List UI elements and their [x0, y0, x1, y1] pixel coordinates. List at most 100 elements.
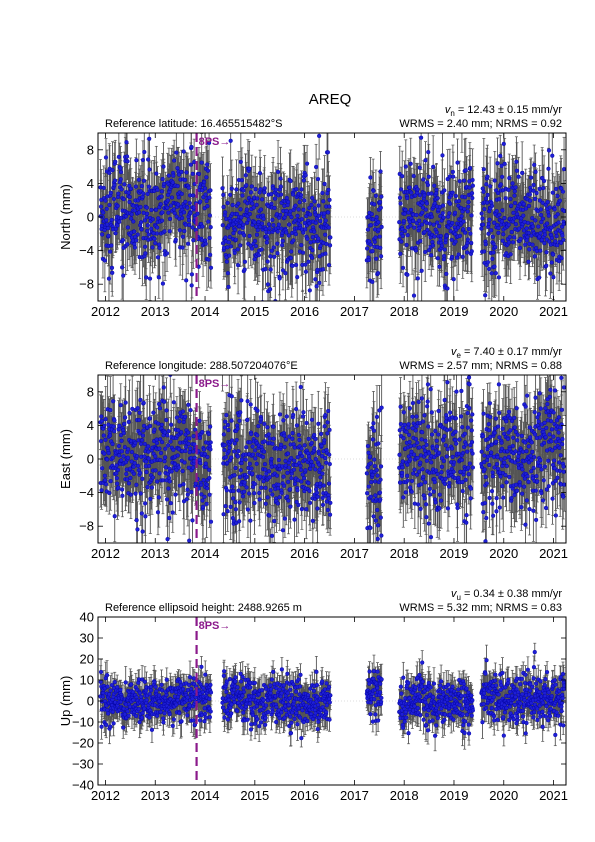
data-point: [147, 167, 152, 172]
data-point: [271, 223, 276, 228]
data-point: [104, 218, 109, 223]
data-point: [182, 228, 187, 234]
data-point: [138, 220, 144, 225]
data-point: [183, 177, 188, 183]
data-point: [146, 232, 151, 237]
data-point: [190, 171, 195, 176]
data-point: [238, 159, 243, 164]
data-point: [286, 233, 291, 238]
data-point: [154, 171, 159, 176]
data-point: [301, 230, 306, 235]
data-point: [135, 232, 140, 237]
data-point: [167, 216, 173, 222]
data-point: [224, 259, 229, 264]
data-point: [116, 154, 121, 160]
data-point: [208, 225, 213, 230]
data-point: [143, 251, 148, 256]
data-point: [206, 140, 212, 145]
data-point: [293, 232, 298, 237]
data-point: [299, 217, 304, 222]
data-point: [275, 169, 281, 174]
data-point: [177, 228, 182, 233]
data-point: [264, 240, 269, 245]
data-point: [297, 200, 302, 205]
data-point: [265, 259, 270, 264]
data-point: [226, 240, 231, 245]
data-point: [140, 157, 146, 163]
data-point: [164, 251, 170, 256]
data-point: [278, 192, 284, 197]
data-point: [133, 238, 139, 243]
data-point: [178, 212, 184, 217]
data-point: [300, 250, 306, 255]
data-point: [120, 265, 125, 270]
data-point: [113, 226, 118, 232]
data-point: [301, 178, 306, 183]
data-point: [229, 186, 234, 191]
data-point: [293, 203, 298, 208]
data-point: [107, 249, 113, 254]
data-point: [254, 224, 259, 229]
data-point: [202, 180, 207, 185]
data-point: [245, 220, 250, 225]
data-point: [171, 207, 176, 212]
data-point: [225, 245, 230, 250]
data-point: [256, 219, 261, 225]
data-point: [241, 222, 246, 227]
data-point: [235, 247, 240, 252]
data-point: [249, 246, 255, 251]
data-point: [242, 267, 247, 272]
data-point: [252, 257, 257, 262]
velocity-label: vn = 12.43 ± 0.15 mm/yr: [445, 104, 563, 118]
data-point: [238, 243, 243, 248]
data-point: [270, 217, 275, 222]
data-point: [242, 233, 247, 238]
data-point: [207, 195, 212, 200]
data-point: [112, 183, 117, 188]
data-point: [129, 216, 134, 221]
data-point: [136, 210, 142, 215]
data-point: [277, 276, 282, 281]
data-point: [254, 202, 259, 207]
data-point: [155, 255, 161, 260]
data-point: [225, 271, 231, 276]
plot-area: [98, 133, 566, 301]
data-point: [124, 140, 129, 145]
data-point: [154, 231, 159, 236]
data-point: [239, 178, 245, 183]
stats-label: WRMS = 2.40 mm; NRMS = 0.92: [399, 118, 562, 130]
data-point: [268, 254, 273, 259]
data-point: [247, 211, 252, 217]
data-point: [115, 203, 120, 209]
data-point: [111, 196, 117, 202]
data-point: [295, 213, 300, 218]
data-point: [255, 196, 260, 201]
data-point: [189, 283, 194, 288]
data-point: [272, 196, 278, 201]
data-point: [243, 173, 248, 178]
data-point: [180, 234, 186, 239]
data-point: [181, 149, 186, 154]
data-point: [205, 168, 211, 173]
data-point: [169, 195, 175, 200]
data-point: [101, 185, 106, 191]
data-point: [186, 218, 192, 223]
data-point: [160, 281, 166, 286]
data-point: [127, 194, 132, 200]
data-point: [267, 226, 272, 231]
data-point: [108, 190, 113, 195]
data-point: [250, 201, 255, 206]
data-point: [220, 223, 225, 228]
data-point: [208, 265, 214, 270]
data-point: [208, 188, 213, 193]
data-point: [186, 185, 191, 190]
data-point: [145, 191, 150, 197]
data-point: [118, 166, 123, 171]
station-title: AREQ: [309, 91, 352, 108]
data-point: [146, 184, 152, 189]
data-point: [160, 210, 165, 215]
data-point: [152, 236, 157, 241]
data-point: [260, 197, 265, 202]
data-point: [124, 154, 130, 159]
data-point: [109, 265, 115, 270]
